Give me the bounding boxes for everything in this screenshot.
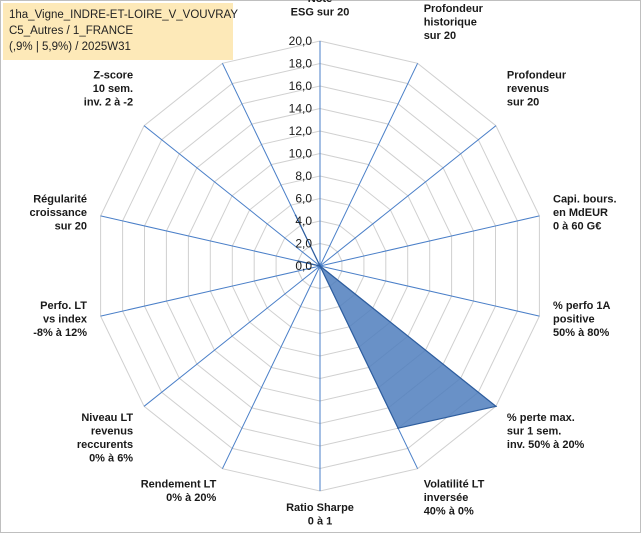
axis-spoke — [319, 125, 497, 267]
tick-label: 2,0 — [295, 237, 312, 251]
axis-label: Niveau LT revenus reccurents 0% à 6% — [77, 412, 134, 465]
tick-label: 14,0 — [289, 102, 313, 116]
chart-title-box: 1ha_Vigne_INDRE-ET-LOIRE_V_VOUVRAY C5_Au… — [3, 3, 239, 60]
axis-label-line: Rendement LT — [141, 478, 217, 490]
axis-label-line: sur 20 — [55, 221, 87, 233]
data-point — [294, 214, 297, 217]
axis-label-line: Profondeur — [507, 70, 567, 82]
axis-label: Note ESG sur 20 — [291, 0, 350, 19]
axis-label-line: Note — [308, 0, 332, 5]
axis-label-line: vs index — [43, 313, 88, 325]
tick-label: 10,0 — [289, 147, 313, 161]
axis-label-line: sur 20 — [424, 30, 456, 42]
axis-label-line: reccurents — [77, 439, 133, 451]
axis-spoke — [319, 265, 540, 317]
axis-label: Volatilité LT inversée 40% à 0% — [424, 478, 485, 517]
axis-label-line: Régularité — [33, 194, 87, 206]
axis-label-line: croissance — [30, 207, 87, 219]
axis-label-line: -8% à 12% — [33, 327, 87, 339]
axis-label-line: 10 sem. — [93, 83, 133, 95]
title-line-2: C5_Autres / 1_FRANCE — [9, 25, 133, 37]
axis-label: Rendement LT 0% à 20% — [141, 478, 217, 504]
axis-label: % perfo 1A positive 50% à 80% — [553, 300, 611, 339]
axis-label-line: 40% à 0% — [424, 505, 474, 517]
axis-label-line: Niveau LT — [81, 412, 133, 424]
axis-label-line: Perfo. LT — [40, 300, 87, 312]
axis-label-line: Volatilité LT — [424, 478, 485, 490]
axis-label-line: en MdEUR — [553, 207, 608, 219]
axis-label-line: sur 1 sem. — [507, 426, 561, 438]
axis-label-line: 0% à 6% — [89, 453, 133, 465]
axis-label-line: inv. 50% à 20% — [507, 439, 585, 451]
axis-label: % perte max. sur 1 sem. inv. 50% à 20% — [507, 412, 585, 451]
axis-label: Régularité croissance sur 20 — [30, 194, 87, 233]
tick-label: 16,0 — [289, 79, 313, 93]
tick-label: 12,0 — [289, 124, 313, 138]
data-point — [495, 405, 497, 408]
axis-label: Profondeur revenus sur 20 — [507, 70, 567, 109]
axis-label-line: Z-score — [93, 70, 133, 82]
axis-label-line: 50% à 80% — [553, 327, 609, 339]
axis-label: Capi. bours. en MdEUR 0 à 60 G€ — [553, 194, 617, 233]
title-line-3: (,9% | 5,9%) / 2025W31 — [9, 41, 131, 53]
tick-label: 0,0 — [295, 259, 312, 273]
axis-label: Profondeur historique sur 20 — [424, 3, 484, 42]
axis-spoke — [143, 265, 321, 407]
axis-label: Perfo. LT vs index -8% à 12% — [33, 300, 88, 339]
axis-label-line: revenus — [91, 426, 133, 438]
axis-spoke — [221, 265, 321, 469]
axis-label-line: 0 à 60 G€ — [553, 221, 601, 233]
data-point — [397, 427, 399, 430]
radial-tick-labels: 0,0 2,0 4,0 6,0 8,0 10,0 12,0 14,0 16,0 18,0 20,0 — [289, 34, 313, 273]
axis-spoke — [100, 265, 321, 317]
data-point — [319, 265, 321, 267]
axis-label-line: positive — [553, 313, 595, 325]
axis-label-line: 0% à 20% — [166, 492, 216, 504]
axis-label-line: ESG sur 20 — [291, 7, 350, 19]
axis-label-line: Capi. bours. — [553, 194, 617, 206]
tick-label: 20,0 — [289, 34, 313, 48]
axis-label-line: 0 à 1 — [308, 516, 332, 528]
axis-label: Z-score 10 sem. inv. 2 à -2 — [84, 70, 133, 109]
tick-label: 4,0 — [295, 214, 312, 228]
axis-label-line: % perfo 1A — [553, 300, 611, 312]
title-line-1: 1ha_Vigne_INDRE-ET-LOIRE_V_VOUVRAY — [9, 9, 239, 21]
axis-label-line: historique — [424, 17, 477, 29]
axis-spoke — [319, 63, 419, 267]
axis-label-line: inversée — [424, 492, 469, 504]
tick-label: 8,0 — [295, 169, 312, 183]
data-series-area — [295, 215, 498, 429]
tick-label: 18,0 — [289, 57, 313, 71]
axis-label-line: sur 20 — [507, 97, 539, 109]
data-points — [294, 214, 497, 430]
tick-label: 6,0 — [295, 192, 312, 206]
axis-label-line: inv. 2 à -2 — [84, 97, 133, 109]
axis-spoke — [143, 125, 321, 267]
axis-label-line: revenus — [507, 83, 549, 95]
axis-spoke — [100, 215, 321, 267]
data-point — [297, 260, 299, 262]
axis-label: Ratio Sharpe 0 à 1 — [286, 502, 354, 528]
axis-label-line: Profondeur — [424, 3, 484, 15]
axis-label-line: % perte max. — [507, 412, 575, 424]
axis-spoke — [319, 215, 540, 267]
axis-label-line: Ratio Sharpe — [286, 502, 354, 514]
